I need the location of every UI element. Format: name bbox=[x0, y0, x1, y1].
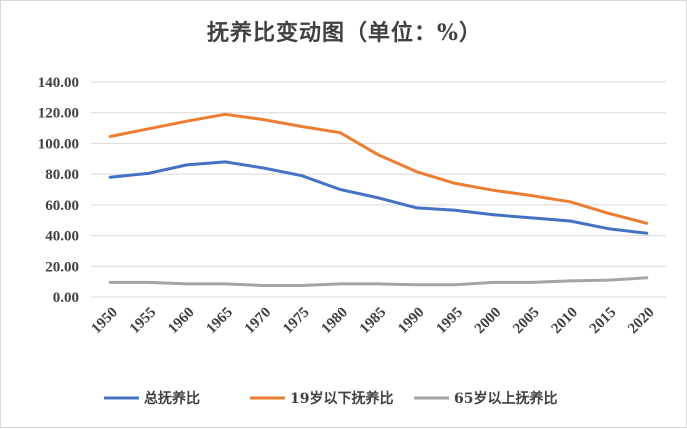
y-tick-label: 100.00 bbox=[38, 136, 79, 152]
y-tick-label: 0.00 bbox=[53, 290, 79, 306]
x-tick-label: 1955 bbox=[127, 305, 160, 338]
legend-label: 19岁以下抚养比 bbox=[290, 390, 393, 407]
x-tick-label: 1965 bbox=[203, 305, 236, 338]
x-tick-label: 2010 bbox=[548, 305, 581, 338]
x-tick-label: 1950 bbox=[88, 305, 121, 338]
chart-title: 抚养比变动图（单位：%） bbox=[207, 20, 482, 46]
y-tick-label: 140.00 bbox=[38, 75, 79, 91]
x-tick-label: 1995 bbox=[433, 305, 466, 338]
x-tick-label: 1990 bbox=[395, 305, 428, 338]
legend-label: 总抚养比 bbox=[144, 390, 200, 407]
y-tick-label: 80.00 bbox=[45, 167, 79, 183]
legend-label: 65岁以上抚养比 bbox=[454, 390, 557, 407]
y-tick-label: 60.00 bbox=[45, 198, 79, 214]
x-tick-label: 1975 bbox=[280, 305, 313, 338]
y-tick-label: 40.00 bbox=[45, 229, 79, 245]
x-tick-label: 1980 bbox=[318, 305, 351, 338]
x-tick-label: 2005 bbox=[510, 305, 543, 338]
x-tick-label: 1960 bbox=[165, 305, 198, 338]
x-tick-label: 1970 bbox=[242, 305, 275, 338]
y-tick-label: 120.00 bbox=[38, 106, 79, 122]
series-line-2 bbox=[108, 112, 649, 225]
x-tick-label: 2000 bbox=[472, 305, 505, 338]
series-line-3 bbox=[108, 276, 649, 287]
y-tick-label: 20.00 bbox=[45, 259, 79, 275]
x-tick-label: 1985 bbox=[357, 305, 390, 338]
series-line-1 bbox=[108, 160, 649, 235]
x-tick-label: 2015 bbox=[587, 305, 620, 338]
x-tick-label: 2020 bbox=[625, 305, 658, 338]
